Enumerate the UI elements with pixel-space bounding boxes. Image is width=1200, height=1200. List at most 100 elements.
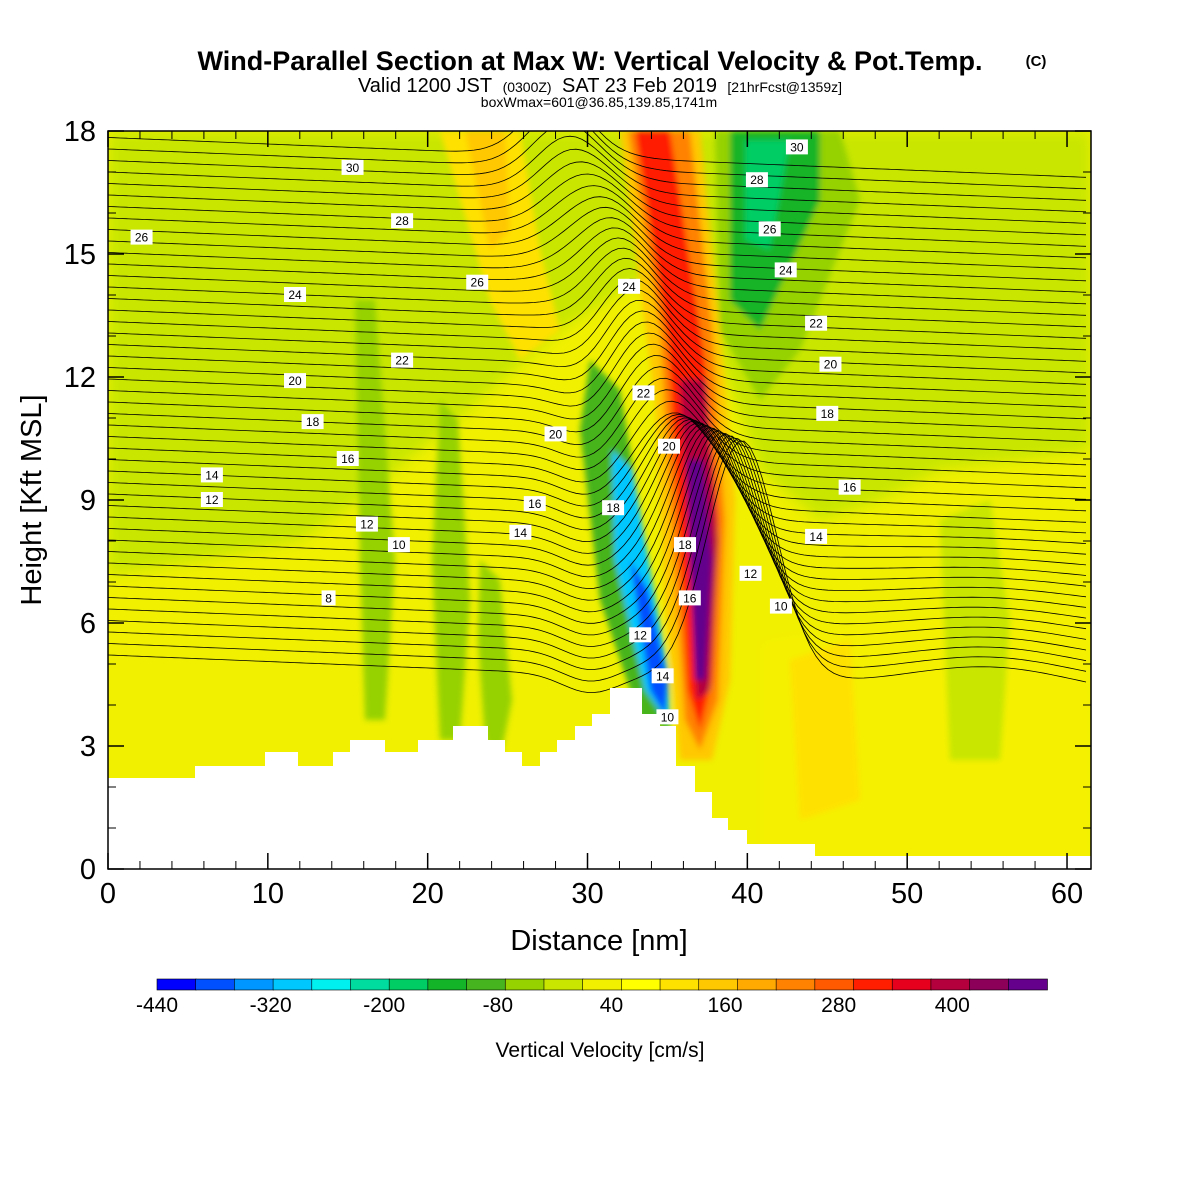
y-tick-label: 0 (80, 854, 96, 886)
isentrope-label-bg (632, 385, 655, 401)
isentrope-line (108, 400, 1087, 489)
isentrope-label: 14 (205, 468, 219, 482)
colorbar-cell (427, 978, 468, 991)
green-downdraft-upper-deep (745, 140, 790, 250)
isentrope-line (108, 148, 1087, 224)
subtitle-forecast: [21hrFcst@1359z] (727, 79, 842, 95)
colorbar-cell (156, 978, 197, 991)
isentrope-label-bg (466, 274, 489, 290)
x-tick-label: 30 (571, 878, 603, 910)
isentrope-line (108, 420, 1087, 555)
isentrope-line (108, 413, 1087, 512)
x-tick-label: 50 (891, 878, 923, 910)
right-green-patch (940, 500, 1010, 760)
colorbar-tick-label: -200 (363, 994, 405, 1017)
isentrope-label: 8 (325, 591, 332, 605)
colorbar-cell (969, 978, 1010, 991)
colorbar-cell (853, 978, 894, 991)
isentrope-label-bg (336, 451, 359, 466)
isentrope-label-bg (355, 516, 378, 532)
isentrope-label-bg (816, 405, 839, 421)
isentrope-label: 18 (821, 407, 835, 421)
isentrope-label-bg (739, 565, 762, 581)
colorbar-tick-label: -320 (250, 994, 292, 1017)
isentrope-label: 28 (750, 173, 764, 187)
isentrope-line (108, 289, 1087, 374)
isentrope-line (108, 440, 1087, 693)
isentrope-line (108, 217, 1087, 293)
isentrope-label-bg (745, 172, 768, 188)
colorbar-cell (504, 978, 545, 991)
isentrope-label-bg (819, 356, 842, 372)
isentrope-label: 22 (395, 354, 409, 368)
isentrope-label-bg (651, 668, 674, 684)
isentrope-label: 12 (634, 628, 648, 642)
isentrope-label-bg (838, 479, 861, 495)
isentrope-line (108, 433, 1087, 647)
isentrope-line (108, 355, 1087, 443)
terrain-mask (108, 688, 1091, 869)
isentrope-line (108, 135, 1087, 213)
colorbar-tick-label: 280 (821, 994, 856, 1017)
isentrope-label-bg (656, 709, 679, 725)
colorbar-cell (350, 978, 390, 991)
colorbar-cell (659, 978, 700, 991)
isentrope-label-bg (391, 213, 414, 229)
colorbar-cell (272, 978, 313, 991)
x-tick-label: 40 (731, 878, 763, 910)
isentrope-label-bg (200, 467, 223, 483)
isentrope-label: 24 (622, 280, 636, 294)
isentrope-label-bg (769, 598, 792, 614)
isentrope-lines (108, 131, 1087, 693)
isentrope-line (108, 257, 1087, 339)
isentrope-label-bg (602, 500, 625, 516)
subtitle-date: SAT 23 Feb 2019 (562, 75, 717, 97)
isentrope-label: 18 (678, 538, 692, 552)
isentrope-line (108, 247, 1087, 328)
isentrope-label: 30 (790, 140, 804, 154)
isentrope-label-bg (130, 229, 153, 245)
isentrope-line (108, 438, 1087, 682)
isentrope-line (108, 423, 1087, 578)
isentrope-line (108, 173, 1087, 247)
isentrope-label: 18 (606, 501, 620, 515)
colorbar-tick-label: -80 (483, 994, 513, 1017)
isentrope-label: 26 (135, 231, 149, 245)
isentrope-label-bg (774, 262, 797, 278)
isentrope-label-bg (387, 537, 410, 553)
isentrope-label-bg (284, 373, 307, 389)
isentrope-label-bg (758, 221, 781, 237)
chart-title: Wind-Parallel Section at Max W: Vertical… (198, 46, 983, 76)
isentrope-label: 16 (683, 591, 697, 605)
isentrope-line (108, 377, 1087, 466)
colorbar-cell (195, 978, 236, 991)
x-tick-label: 10 (252, 878, 284, 910)
isentrope-label-bg (284, 287, 307, 302)
isentrope-line (108, 161, 1087, 236)
isentrope-line (108, 417, 1087, 534)
isentrope-label-bg (658, 438, 681, 454)
isentrope-label: 14 (656, 669, 670, 683)
isentrope-line (108, 278, 1087, 362)
isentrope-label: 22 (809, 317, 823, 331)
colorbar-tick-label: -440 (136, 994, 178, 1017)
x-axis-label: Distance [nm] (510, 925, 687, 957)
colorbar: -440 -320 -200 -80 40 160 280 400 Vertical Velo… (136, 978, 1048, 1062)
colorbar-cell (234, 978, 274, 991)
isentrope-line (108, 185, 1087, 259)
y-tick-label: 18 (64, 116, 96, 148)
isentrope-line (108, 237, 1087, 316)
isentrope-label: 20 (662, 440, 676, 454)
isentrope-line (108, 435, 1087, 659)
x-tick-label: 20 (412, 878, 444, 910)
isentrope-line (108, 389, 1087, 477)
colorbar-cell (775, 978, 816, 991)
colorbar-cell (466, 978, 507, 991)
isentrope-label-bg (678, 590, 701, 606)
isentrope-line (108, 196, 1087, 270)
right-orange-patch (790, 640, 860, 820)
chart-subsubtitle: boxWmax=601@36.85,139.85,1741m (481, 94, 717, 110)
isentrope-label: 12 (744, 567, 758, 581)
isentrope-line (108, 299, 1087, 385)
